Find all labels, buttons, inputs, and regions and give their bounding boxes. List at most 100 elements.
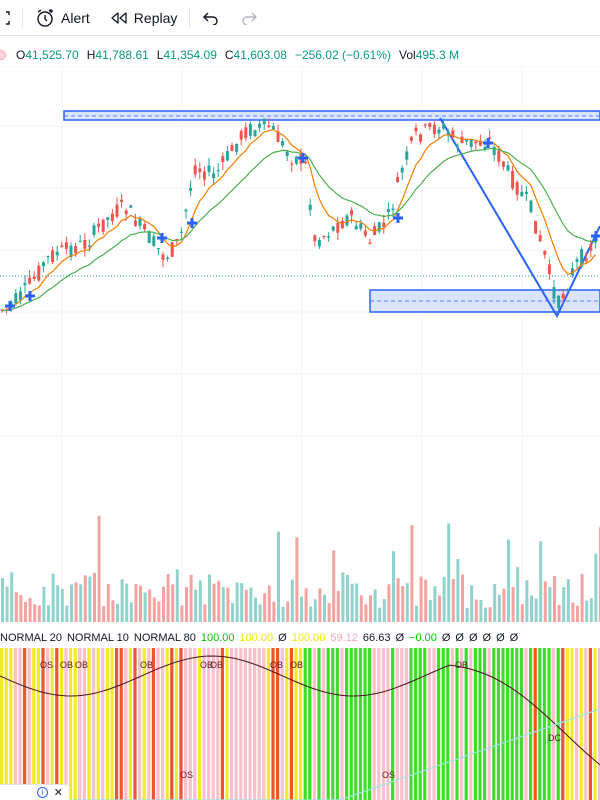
indicator-bar [598,648,600,800]
volume-bar [405,583,409,622]
vol-key: Vol [399,48,416,62]
corner-widget[interactable]: i ✕ [0,784,70,800]
chart-drawings[interactable] [63,110,600,319]
redo-button[interactable] [234,4,264,32]
cross-marker-icon [5,301,15,311]
candle-body [405,151,409,160]
indicator-bar [340,648,344,800]
volume-bar [1,577,4,622]
volume-bar [557,604,561,622]
candle-body [409,136,413,142]
indicator-bar [409,648,413,800]
indicator-legend-item: Ø [441,632,451,644]
volume-bar [42,586,46,622]
indicator-bar [128,648,132,800]
volume-bar [327,602,331,622]
indicator-bar [345,648,349,800]
indicator-bar [64,648,68,800]
candle-body [97,223,101,227]
indicator-bar [96,648,100,800]
indicator-bar [395,648,399,800]
indicator-bar [105,648,109,800]
candle-body [396,176,400,183]
volume-bar [295,537,299,622]
candle-body [271,126,275,130]
low-key: L [156,48,164,62]
indicator-bar [492,648,496,800]
ob-os-label: OB [140,660,153,670]
volume-bar [369,595,372,622]
candle-body [497,150,501,162]
volume-bar [511,587,515,622]
ob-os-label: OB [200,660,213,670]
indicator-legend-item: Ø [509,632,519,644]
volume-bar [125,583,129,622]
indicator-bar [404,648,408,800]
candle-body [184,209,188,212]
alert-button[interactable]: Alert [29,4,96,32]
indicator-bar [331,648,335,800]
replay-button[interactable]: Replay [104,4,184,32]
candle-body [570,268,574,276]
undo-button[interactable] [196,4,226,32]
candle-body [580,249,584,267]
volume-bar [171,584,175,622]
volume-bar [208,574,211,622]
indicator-legend-item: Ø [482,632,492,644]
volume-bar [47,605,50,622]
volume-bar [424,579,428,622]
candle-body [313,235,317,241]
cross-marker-icon [393,213,403,223]
indicator-bar [289,648,293,800]
indicator-bar [501,648,505,800]
volume-bar [589,598,593,622]
oscillator-line [0,655,600,766]
volume-bar [244,589,248,622]
volume-bar [470,585,474,622]
volume-bar [387,584,391,622]
candle-body [488,137,492,139]
close-icon[interactable]: ✕ [53,787,63,799]
indicator-bar [519,648,523,800]
candle-body [437,129,441,134]
candle-body [552,287,556,299]
volume-bar [465,607,469,622]
candle-body [354,225,358,230]
indicator-bar [248,648,252,800]
ob-os-label: OB [270,660,283,670]
volume-bar [493,583,497,622]
candle-body [566,290,570,292]
close-value: 41,603.08 [233,48,287,62]
volume-bar [79,584,83,622]
info-icon[interactable]: i [36,787,48,798]
ema-slow-line [1,147,596,312]
candle-body [294,156,298,164]
indicator-bar [538,648,542,800]
indicator-bar [533,648,537,800]
indicator-legend[interactable]: NORMAL 20 NORMAL 10 NORMAL 80 100.00 100.00 Ø… [0,630,600,646]
indicator-bar [358,648,362,800]
indicator-legend-item: Ø [455,632,464,644]
candle-body [557,295,561,309]
low-value: 41,354.09 [163,48,217,62]
candle-body [350,209,354,216]
replay-label: Replay [133,9,178,26]
candle-body [442,124,446,129]
symbol-status-icon [0,50,6,60]
candle-body [446,132,450,136]
indicator-bar [418,648,422,800]
ob-os-label: OB [60,660,73,670]
indicator-bar [524,648,528,800]
volume-bar [562,587,566,622]
volume-bar [580,574,584,622]
candle-body [520,191,524,197]
volume-bar [419,576,423,622]
volume-bar [382,599,386,622]
indicator-bar [460,648,464,800]
candle-body [235,143,239,152]
indicator-bar [515,648,519,800]
fullscreen-button[interactable] [0,4,16,32]
volume-bar [70,584,73,622]
